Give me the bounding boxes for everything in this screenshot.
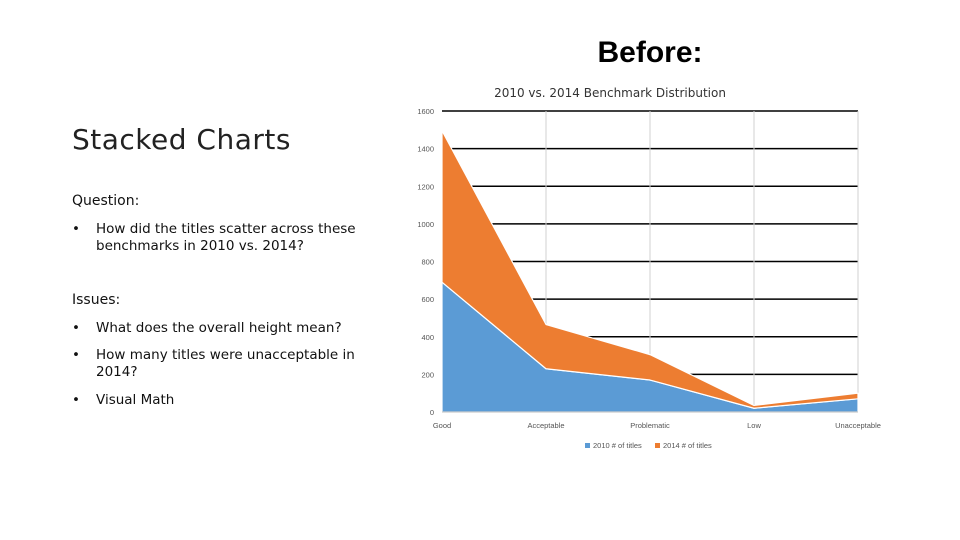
question-bullet-text: How did the titles scatter across these … — [96, 221, 356, 254]
legend-swatch — [585, 443, 590, 448]
issues-bullet-text: Visual Math — [96, 392, 175, 408]
chart-title: 2010 vs. 2014 Benchmark Distribution — [494, 86, 726, 100]
issues-bullet: • How many titles were unacceptable in 2… — [72, 347, 362, 381]
x-tick-label: Acceptable — [527, 421, 564, 430]
bullet-dot: • — [72, 392, 80, 408]
question-label: Question: — [72, 193, 140, 209]
y-tick-label: 800 — [421, 258, 434, 267]
x-tick-label: Problematic — [630, 421, 670, 430]
issues-bullet-text: What does the overall height mean? — [96, 320, 342, 336]
issues-bullet-text: How many titles were unacceptable in 201… — [96, 347, 355, 380]
issues-bullet: • Visual Math — [72, 392, 362, 409]
legend-label: 2010 # of titles — [593, 441, 642, 450]
slide-title: Stacked Charts — [72, 123, 291, 156]
y-tick-label: 1400 — [417, 145, 434, 154]
y-tick-label: 400 — [421, 333, 434, 342]
legend-label: 2014 # of titles — [663, 441, 712, 450]
bullet-dot: • — [72, 221, 80, 237]
x-tick-label: Good — [433, 421, 451, 430]
y-tick-label: 200 — [421, 370, 434, 379]
issues-label: Issues: — [72, 292, 121, 308]
area-series-2 — [441, 130, 859, 409]
bullet-dot: • — [72, 320, 80, 336]
y-tick-label: 1200 — [417, 182, 434, 191]
y-tick-label: 1600 — [417, 107, 434, 116]
bullet-dot: • — [72, 347, 80, 363]
issues-bullet: • What does the overall height mean? — [72, 320, 362, 337]
slide-heading: Before: — [597, 36, 703, 69]
y-tick-label: 0 — [430, 408, 434, 417]
x-tick-label: Low — [747, 421, 761, 430]
x-tick-label: Unacceptable — [835, 421, 881, 430]
y-tick-label: 1000 — [417, 220, 434, 229]
legend-swatch — [655, 443, 660, 448]
question-bullet: • How did the titles scatter across thes… — [72, 221, 362, 255]
y-tick-label: 600 — [421, 295, 434, 304]
